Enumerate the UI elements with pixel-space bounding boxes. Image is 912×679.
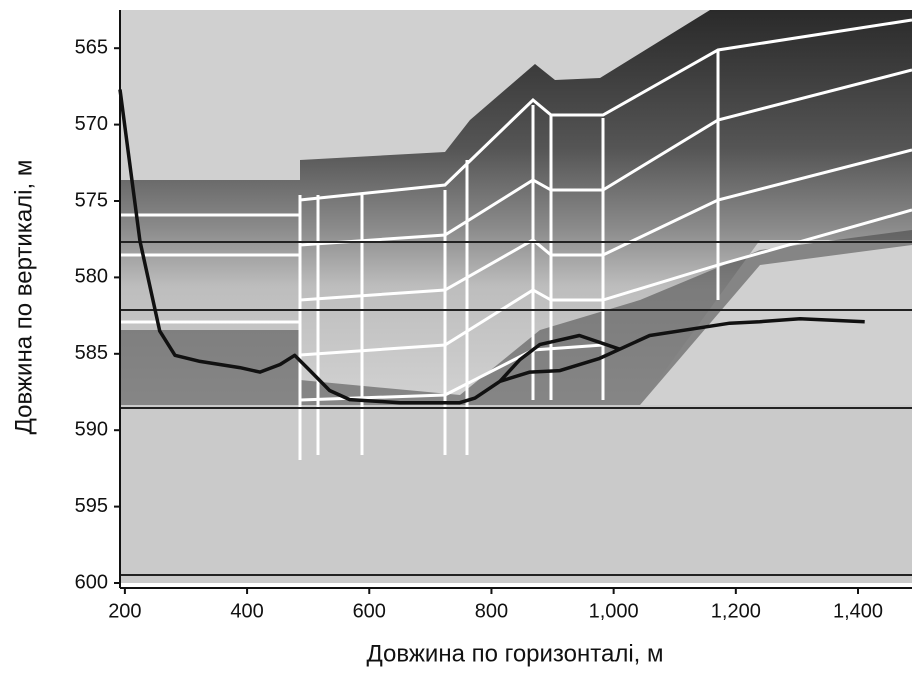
background-section xyxy=(120,10,912,588)
x-tick-label: 1,400 xyxy=(833,600,883,622)
y-tick-label: 590 xyxy=(75,418,108,440)
y-tick-label: 575 xyxy=(75,189,108,211)
y-tick-label: 600 xyxy=(75,571,108,593)
x-axis-title: Довжина по горизонталі, м xyxy=(367,640,664,667)
y-tick-label: 565 xyxy=(75,36,108,58)
x-tick-label: 200 xyxy=(108,600,141,622)
chart: Довжина по горизонталі, м Довжина по вер… xyxy=(0,0,912,674)
y-tick-label: 570 xyxy=(75,113,108,135)
y-axis-title: Довжина по вертикалі, м xyxy=(10,160,37,435)
x-tick-label: 800 xyxy=(475,600,508,622)
x-tick-label: 600 xyxy=(353,600,386,622)
y-tick-label: 595 xyxy=(75,495,108,517)
x-tick-label: 400 xyxy=(230,600,263,622)
x-tick-label: 1,000 xyxy=(589,600,639,622)
y-tick-label: 585 xyxy=(75,342,108,364)
y-tick-label: 580 xyxy=(75,266,108,288)
x-tick-label: 1,200 xyxy=(711,600,761,622)
